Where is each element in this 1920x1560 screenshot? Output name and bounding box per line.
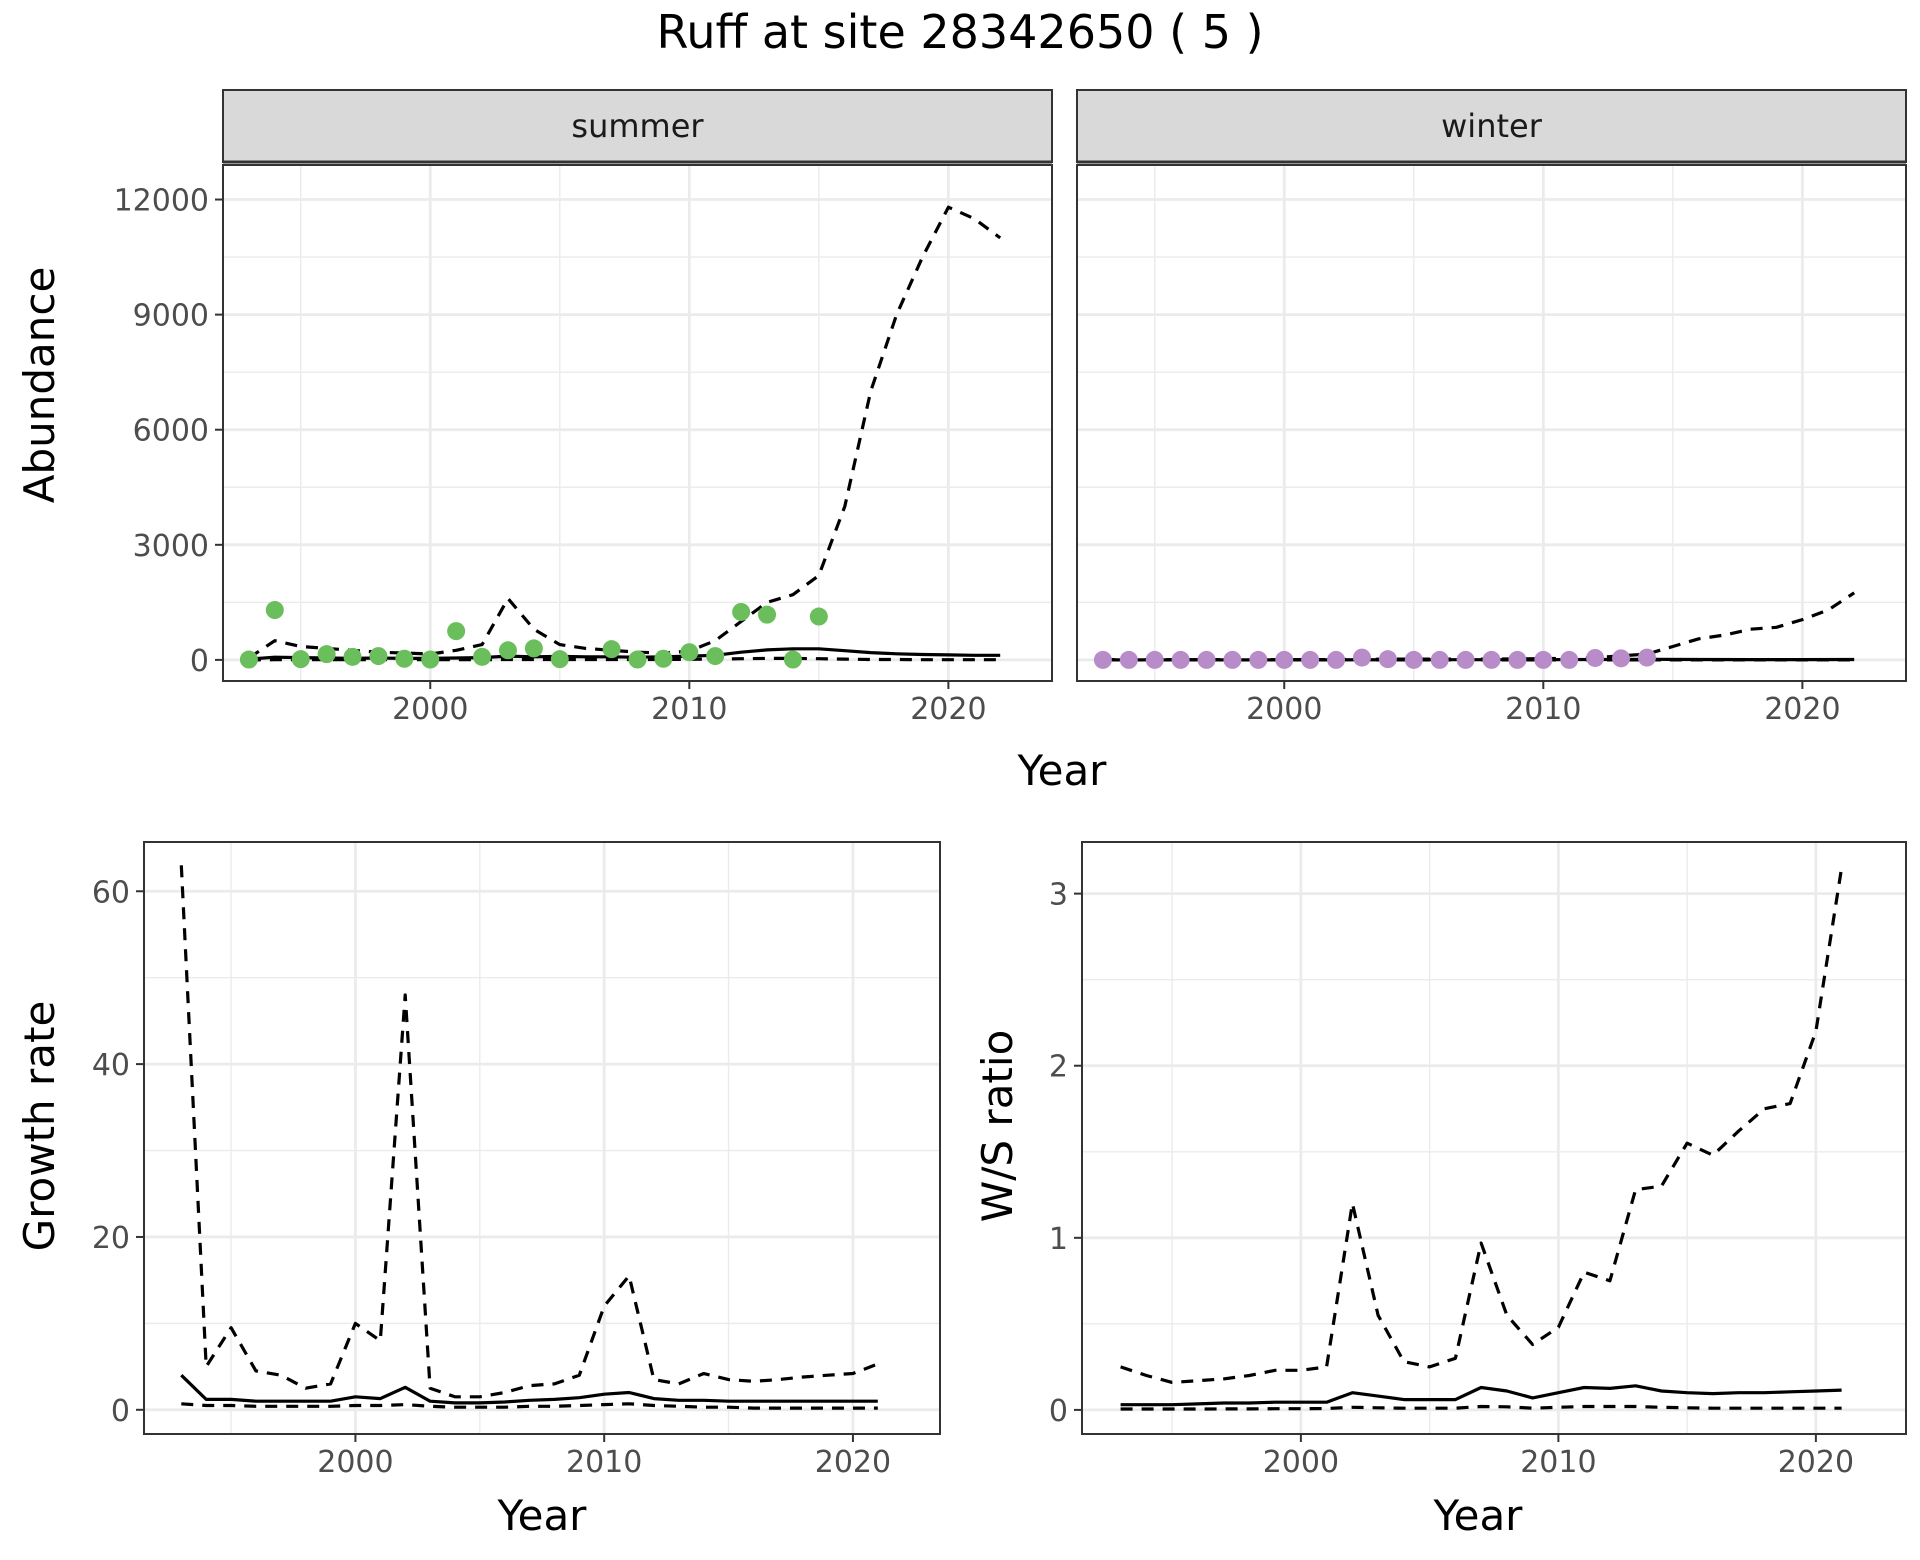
winter-data-point	[1482, 650, 1501, 669]
summer-data-point	[421, 650, 440, 669]
winter-data-point	[1327, 650, 1346, 669]
winter-data-point	[1404, 650, 1423, 669]
winter-x-tick-label: 2020	[1764, 692, 1840, 727]
growth-series-2-dashed-line	[179, 865, 879, 1399]
summer-data-point	[239, 650, 258, 669]
growth-x-tick-label: 2000	[317, 1445, 393, 1480]
ws-series-1-solid-line	[1120, 1384, 1842, 1407]
abundance-winter-panel: 2000 2010 2020 winter	[1076, 89, 1907, 727]
winter-x-tick-label: 2010	[1505, 692, 1581, 727]
summer-y-tick-label: 3000	[133, 529, 209, 564]
ws-x-tick-label: 2010	[1520, 1445, 1596, 1480]
winter-panel-border	[1076, 164, 1907, 682]
summer-plot-background	[223, 165, 1052, 681]
summer-y-tick-label: 9000	[133, 299, 209, 334]
ws-ratio-panel: 2000 2010 2020 0 1 2 3	[1049, 841, 1907, 1480]
winter-data-point	[1249, 650, 1268, 669]
summer-data-point	[343, 647, 362, 666]
winter-data-point	[1637, 648, 1656, 667]
summer-data-point	[654, 649, 673, 668]
winter-data-point	[1223, 650, 1242, 669]
growth-y-tick-label: 20	[92, 1221, 130, 1256]
winter-data-point	[1275, 650, 1294, 669]
summer-data-point	[550, 650, 569, 669]
summer-data-point	[706, 647, 725, 666]
growth-x-axis-title: Year	[497, 1491, 588, 1540]
winter-data-point	[1352, 648, 1371, 667]
ws-y-tick-label: 1	[1049, 1222, 1068, 1257]
summer-data-point	[291, 650, 310, 669]
growth-series-1-solid-line	[180, 1374, 878, 1405]
winter-data-point	[1560, 650, 1579, 669]
winter-facet-strip	[1076, 89, 1907, 163]
ws-x-tick-label: 2000	[1263, 1445, 1339, 1480]
summer-data-point	[498, 641, 517, 660]
winter-data-point	[1119, 650, 1138, 669]
winter-data-point	[1378, 650, 1397, 669]
summer-x-tick-label: 2010	[651, 692, 727, 727]
growth-y-axis-title: Growth rate	[15, 1001, 64, 1252]
winter-facet-label: winter	[1441, 107, 1543, 145]
winter-series-2-dashed-line	[1102, 591, 1856, 662]
summer-panel-border	[222, 164, 1053, 682]
winter-data-point	[1612, 649, 1631, 668]
winter-data-point	[1508, 650, 1527, 669]
ws-series-3-dashed-line	[1120, 1404, 1842, 1411]
summer-data-point	[628, 650, 647, 669]
summer-data-point	[369, 647, 388, 666]
ws-x-tick-label: 2020	[1778, 1445, 1854, 1480]
summer-data-point	[524, 639, 543, 658]
abundance-x-axis-title: Year	[1017, 746, 1108, 795]
summer-x-tick-label: 2020	[910, 692, 986, 727]
summer-data-point	[317, 645, 336, 664]
growth-panel-border	[143, 841, 941, 1435]
ws-plot-background	[1082, 842, 1906, 1434]
winter-data-point	[1093, 650, 1112, 669]
winter-data-point	[1145, 650, 1164, 669]
growth-y-tick-label: 40	[92, 1048, 130, 1083]
growth-y-tick-label: 60	[92, 875, 130, 910]
ws-y-tick-label: 3	[1049, 878, 1068, 913]
growth-plot-background	[144, 842, 940, 1434]
ws-series-2-dashed-line	[1120, 867, 1844, 1385]
winter-data-point	[1430, 650, 1449, 669]
summer-y-tick-label: 6000	[133, 414, 209, 449]
summer-y-tick-label: 0	[190, 644, 209, 679]
abundance-y-axis-title: Abundance	[15, 267, 64, 504]
winter-data-point	[1456, 650, 1475, 669]
summer-y-tick-label: 12000	[114, 184, 209, 219]
summer-data-point	[732, 602, 751, 621]
ws-x-axis-title: Year	[1433, 1491, 1524, 1540]
ws-panel-border	[1081, 841, 1907, 1435]
summer-data-point	[680, 643, 699, 662]
winter-data-point	[1197, 650, 1216, 669]
growth-rate-panel: 2000 2010 2020 0 20 40 60	[92, 841, 941, 1480]
growth-y-tick-label: 0	[111, 1394, 130, 1429]
ws-y-axis-title: W/S ratio	[973, 1030, 1022, 1223]
winter-data-point	[1301, 650, 1320, 669]
winter-data-point	[1534, 650, 1553, 669]
summer-data-point	[473, 647, 492, 666]
abundance-summer-panel: 2000 2010 2020 0 3000 6000 9000 12000 summer	[114, 89, 1053, 727]
summer-data-point	[809, 607, 828, 626]
winter-data-point	[1171, 650, 1190, 669]
summer-data-point	[783, 650, 802, 669]
winter-data-point	[1586, 648, 1605, 667]
summer-data-point	[758, 605, 777, 624]
summer-data-point	[602, 640, 621, 659]
summer-facet-label: summer	[571, 107, 704, 145]
summer-x-tick-label: 2000	[392, 692, 468, 727]
summer-data-point	[447, 622, 466, 641]
growth-series-3-dashed-line	[181, 1402, 878, 1410]
summer-data-point	[265, 601, 284, 620]
winter-x-tick-label: 2000	[1246, 692, 1322, 727]
growth-x-tick-label: 2020	[815, 1445, 891, 1480]
chart-title: Ruff at site 28342650 ( 5 )	[656, 5, 1263, 59]
ws-y-tick-label: 0	[1049, 1394, 1068, 1429]
winter-plot-background	[1077, 165, 1906, 681]
summer-data-point	[395, 649, 414, 668]
growth-x-tick-label: 2010	[566, 1445, 642, 1480]
ws-y-tick-label: 2	[1049, 1050, 1068, 1085]
